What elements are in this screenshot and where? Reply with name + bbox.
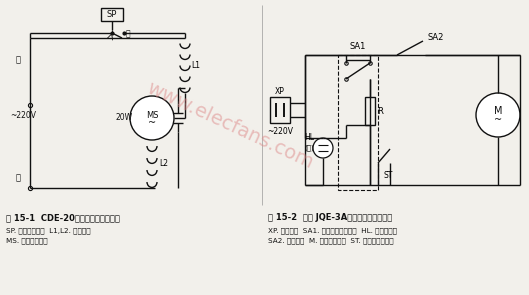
Text: www.elecfans.com: www.elecfans.com [143,78,316,172]
Text: XP: XP [275,88,285,96]
Bar [365,97,375,125]
Text: 图 15-1  CDE-20型电动果汁机电路图: 图 15-1 CDE-20型电动果汁机电路图 [6,213,120,222]
Text: ST: ST [383,171,393,179]
Text: XP. 电源插头  SA1. 带指示灯电源开关  HL. 电源指示灯: XP. 电源插头 SA1. 带指示灯电源开关 HL. 电源指示灯 [268,227,397,234]
Text: M: M [494,106,502,116]
Text: SA2: SA2 [427,32,443,42]
Text: (红): (红) [304,145,314,151]
Text: 20W: 20W [115,114,133,122]
Text: 蓝: 蓝 [15,173,21,183]
Text: SA1: SA1 [350,42,366,51]
Text: ~: ~ [148,118,156,128]
Text: L2: L2 [159,160,168,168]
Circle shape [313,138,333,158]
Bar [270,97,290,123]
Text: 图 15-2  裕丰 JQE-3A榨汁、搅拌机电路图: 图 15-2 裕丰 JQE-3A榨汁、搅拌机电路图 [268,213,392,222]
Text: SA2. 联锁开关  M. 串激式电动机  ST. 自动复位温控器: SA2. 联锁开关 M. 串激式电动机 ST. 自动复位温控器 [268,237,394,244]
Text: HL: HL [304,134,314,142]
Text: MS. 水磁同步电机: MS. 水磁同步电机 [6,237,48,244]
Circle shape [476,93,520,137]
Text: ~: ~ [494,115,502,125]
Text: 棕: 棕 [15,55,21,65]
Text: SP. 手动压力开关  L1,L2. 定于绕组: SP. 手动压力开关 L1,L2. 定于绕组 [6,227,90,234]
Text: R: R [377,106,383,116]
Text: ~220V: ~220V [267,127,293,136]
Bar [338,55,378,190]
Text: SP: SP [107,10,117,19]
Circle shape [130,96,174,140]
Text: L1: L1 [191,61,200,70]
Text: 红: 红 [126,30,131,39]
Bar [101,8,123,21]
Text: ~220V: ~220V [10,111,36,119]
Text: MS: MS [146,111,158,119]
